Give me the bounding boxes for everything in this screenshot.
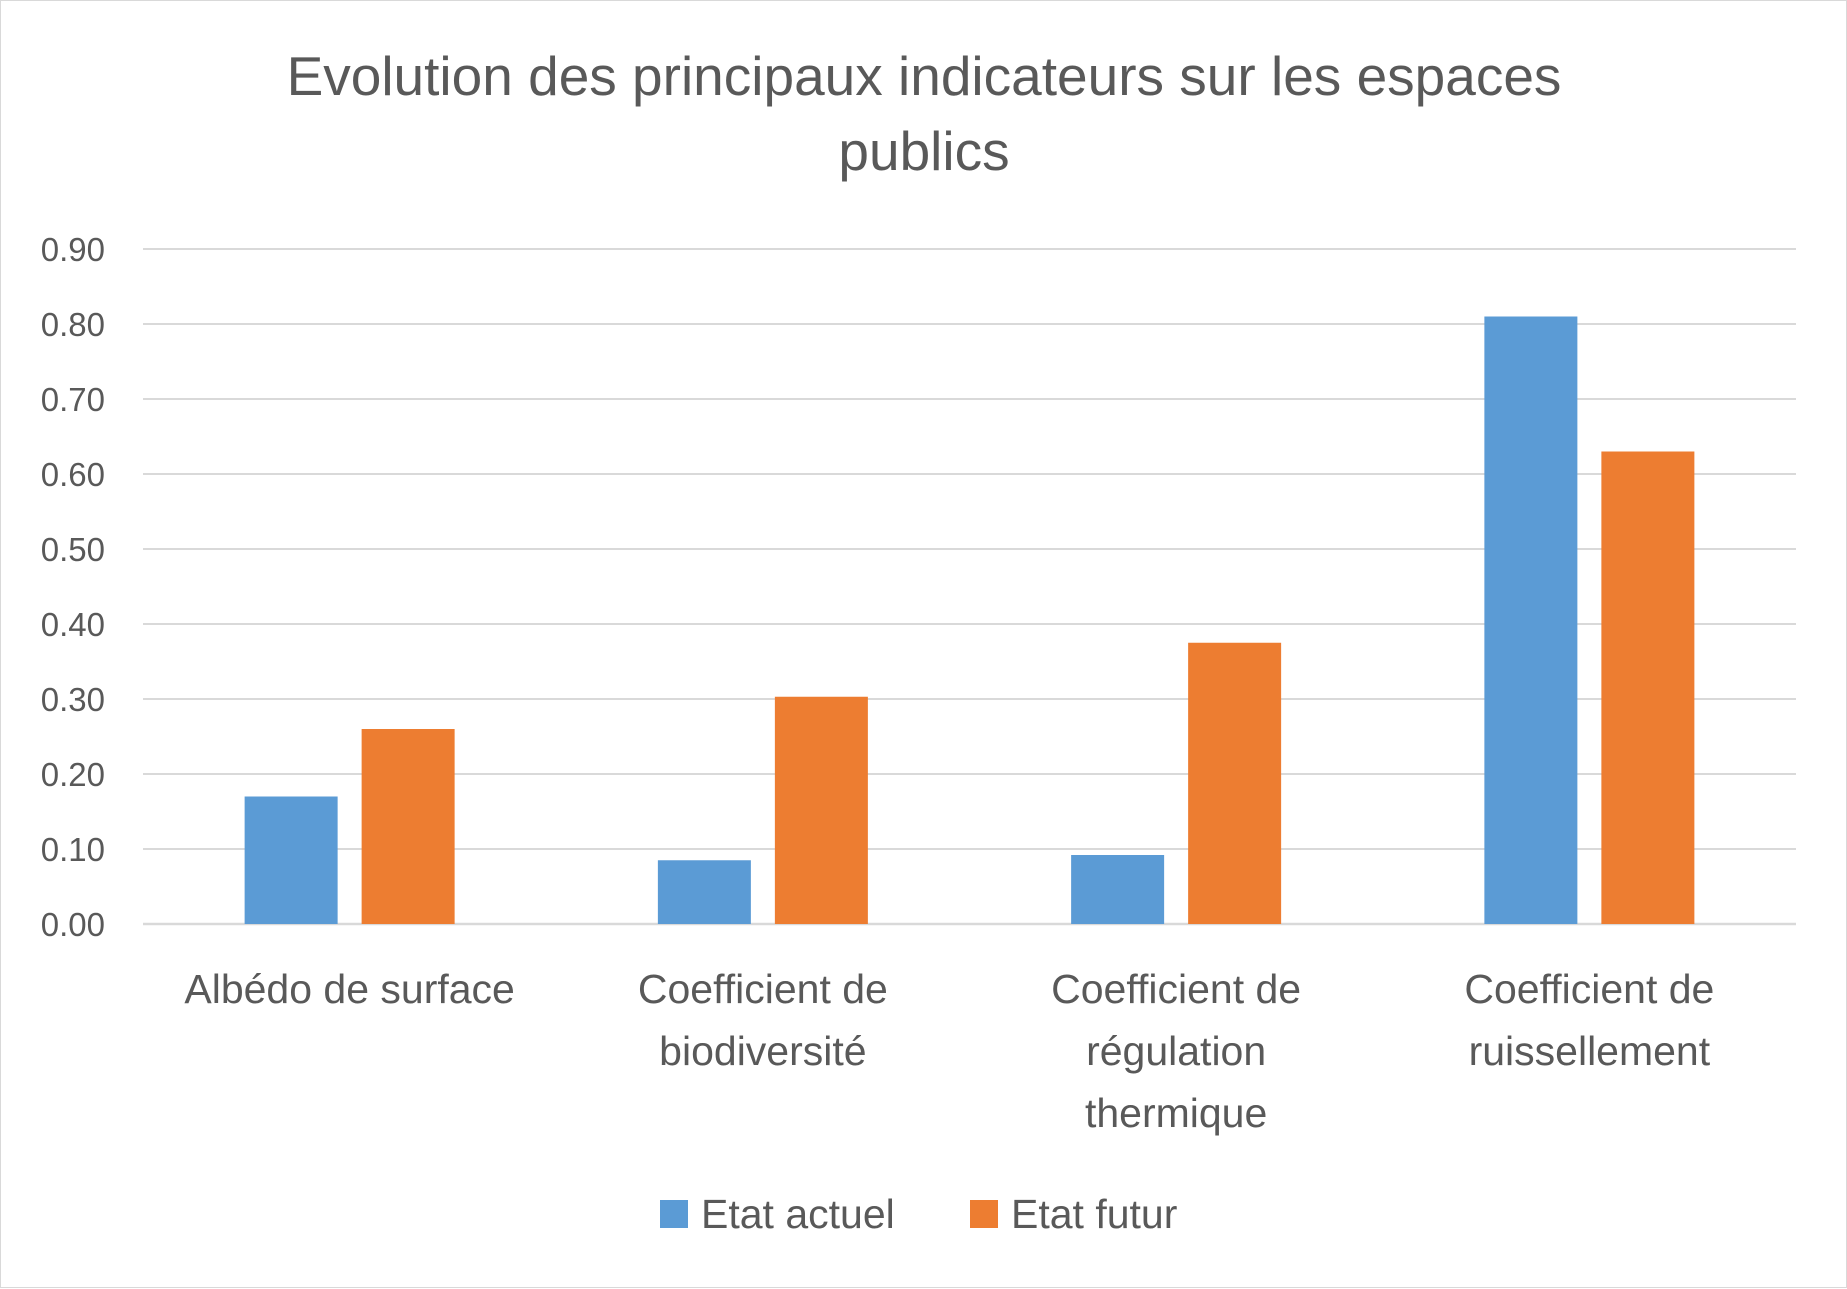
x-category-label: Coefficient de [1464, 966, 1714, 1012]
y-tick-label: 0.80 [41, 306, 105, 343]
bar-etat-futur-1 [774, 696, 868, 924]
y-tick-label: 0.60 [41, 456, 105, 493]
bars [244, 316, 1695, 924]
x-axis-category-labels: Albédo de surface Coefficient de biodivers… [184, 966, 1714, 1136]
legend-swatch-etat-futur [970, 1200, 998, 1228]
bar-etat-futur-0 [361, 729, 455, 924]
x-category-label: Coefficient de [638, 966, 888, 1012]
x-category-label: biodiversité [659, 1028, 866, 1074]
x-category-label: thermique [1085, 1090, 1267, 1136]
x-category-label: Coefficient de [1051, 966, 1301, 1012]
y-tick-label: 0.30 [41, 681, 105, 718]
chart-title-line: publics [838, 120, 1009, 182]
bar-etat-actuel-2 [1071, 855, 1165, 924]
bar-etat-actuel-1 [657, 860, 751, 924]
y-tick-label: 0.20 [41, 756, 105, 793]
x-category-label: régulation [1086, 1028, 1266, 1074]
legend-label: Etat actuel [701, 1191, 895, 1237]
y-tick-label: 0.90 [41, 231, 105, 268]
legend-label: Etat futur [1011, 1191, 1177, 1237]
y-tick-label: 0.10 [41, 831, 105, 868]
legend-swatch-etat-actuel [660, 1200, 688, 1228]
bar-etat-futur-3 [1601, 451, 1695, 924]
y-axis-tick-labels: 0.00 0.10 0.20 0.30 0.40 0.50 0.60 0.70 0.80 0.90 [41, 231, 105, 943]
y-tick-label: 0.00 [41, 906, 105, 943]
bar-etat-actuel-3 [1484, 316, 1578, 924]
x-category-label: Albédo de surface [184, 966, 515, 1012]
legend: Etat actuel Etat futur [660, 1191, 1177, 1237]
y-tick-label: 0.40 [41, 606, 105, 643]
chart-title-line: Evolution des principaux indicateurs sur… [287, 45, 1562, 107]
bar-etat-futur-2 [1188, 642, 1282, 924]
y-tick-label: 0.50 [41, 531, 105, 568]
bar-etat-actuel-0 [244, 796, 338, 924]
y-tick-label: 0.70 [41, 381, 105, 418]
x-category-label: ruissellement [1469, 1028, 1711, 1074]
chart-title: Evolution des principaux indicateurs sur… [287, 45, 1562, 182]
